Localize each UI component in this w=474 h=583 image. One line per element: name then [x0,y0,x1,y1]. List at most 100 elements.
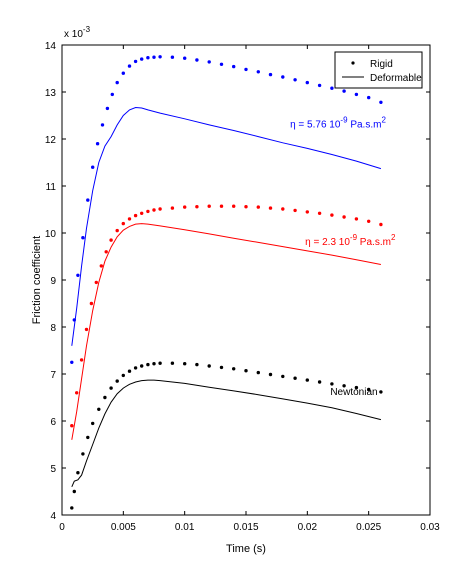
data-point [158,361,162,365]
data-point [105,106,110,111]
data-point [195,205,199,209]
y-tick-label: 10 [45,229,57,240]
data-point [281,374,285,379]
data-point [305,210,309,214]
x-tick-label: 0.01 [175,522,195,533]
data-point [81,452,85,456]
data-point [367,219,371,223]
axis-ticks: 0 0.005 0.01 0.015 0.02 0.025 0.03 4 5 6 7 8 9 10 11 12… [45,41,440,533]
data-point [305,80,309,85]
series-rigid-group [70,204,383,428]
x-tick-label: 0.005 [111,522,136,533]
data-point [342,215,346,219]
annotation-sup: -9 [350,233,358,242]
data-point [207,204,211,208]
data-point [342,384,346,388]
series-layer [70,55,383,510]
x-tick-label: 0.025 [356,522,381,533]
data-point [84,327,89,332]
y-tick-label: 14 [45,41,57,52]
data-point [219,204,224,208]
data-point [342,89,346,93]
y-tick-label: 7 [50,370,56,381]
data-point [81,236,85,240]
series-deformable-group [71,106,382,346]
plot-area [61,44,431,516]
data-point [379,390,383,394]
data-point [133,366,138,370]
data-point [104,250,108,254]
data-point [330,213,334,217]
data-point [232,204,236,208]
data-point [367,95,371,100]
data-point [195,362,199,367]
data-point [207,60,211,64]
data-point [146,362,150,367]
data-point [152,55,156,59]
data-point [121,71,126,75]
data-point [121,373,126,378]
data-point [244,205,248,209]
data-point [256,370,260,375]
data-point [94,280,99,285]
data-point [115,379,119,383]
data-point [86,435,90,440]
data-point [281,75,285,79]
data-point [317,380,322,384]
data-point [158,207,162,211]
data-point [140,57,144,61]
data-point [256,205,260,209]
data-point [244,369,248,373]
annotation-newtonian: Newtonian [330,387,377,398]
data-point [367,387,371,392]
data-point [256,70,260,74]
y-tick-label: 4 [50,511,56,522]
data-point [268,72,273,77]
data-point [281,207,285,211]
y-multiplier-exp: -3 [83,25,91,34]
y-tick-label: 11 [46,182,57,193]
data-point [379,100,383,105]
y-tick-label: 12 [45,135,57,146]
legend-dot-marker [351,61,355,65]
data-point [152,208,156,212]
data-point [354,217,359,221]
data-point [354,92,359,97]
annotation-prefix: η = 5.76 10 [290,119,341,130]
data-point [140,364,144,368]
data-point [330,86,334,90]
series-rigid-group [70,361,383,510]
data-point [110,92,115,97]
data-point [170,361,175,365]
x-axis-label: Time (s) [226,543,266,555]
data-point [232,367,236,371]
data-point [127,217,132,221]
data-point [146,209,150,214]
data-point [379,222,383,227]
data-point [70,424,74,428]
annotation-prefix: η = 2.3 10 [305,237,350,248]
data-point [183,205,187,209]
annotation-sup2: 2 [391,233,396,242]
data-point [91,421,95,426]
legend: Rigid Deformable [334,51,423,89]
y-tick-label: 5 [50,464,56,475]
data-point [109,238,113,242]
x-tick-label: 0.03 [420,522,440,533]
series-line-deformable [71,379,382,488]
data-point [127,64,132,68]
data-point [133,59,138,64]
data-point [97,407,101,411]
series-line-deformable [71,106,382,346]
data-point [109,386,113,390]
data-point [207,364,211,368]
data-point [95,142,100,146]
data-point [170,206,175,210]
data-point [219,365,224,370]
x-tick-label: 0 [59,522,65,533]
data-point [293,208,297,213]
data-point [330,382,334,386]
y-axis-label: Friction coefficient [31,236,43,324]
y-multiplier: x 10-3 [64,25,91,40]
